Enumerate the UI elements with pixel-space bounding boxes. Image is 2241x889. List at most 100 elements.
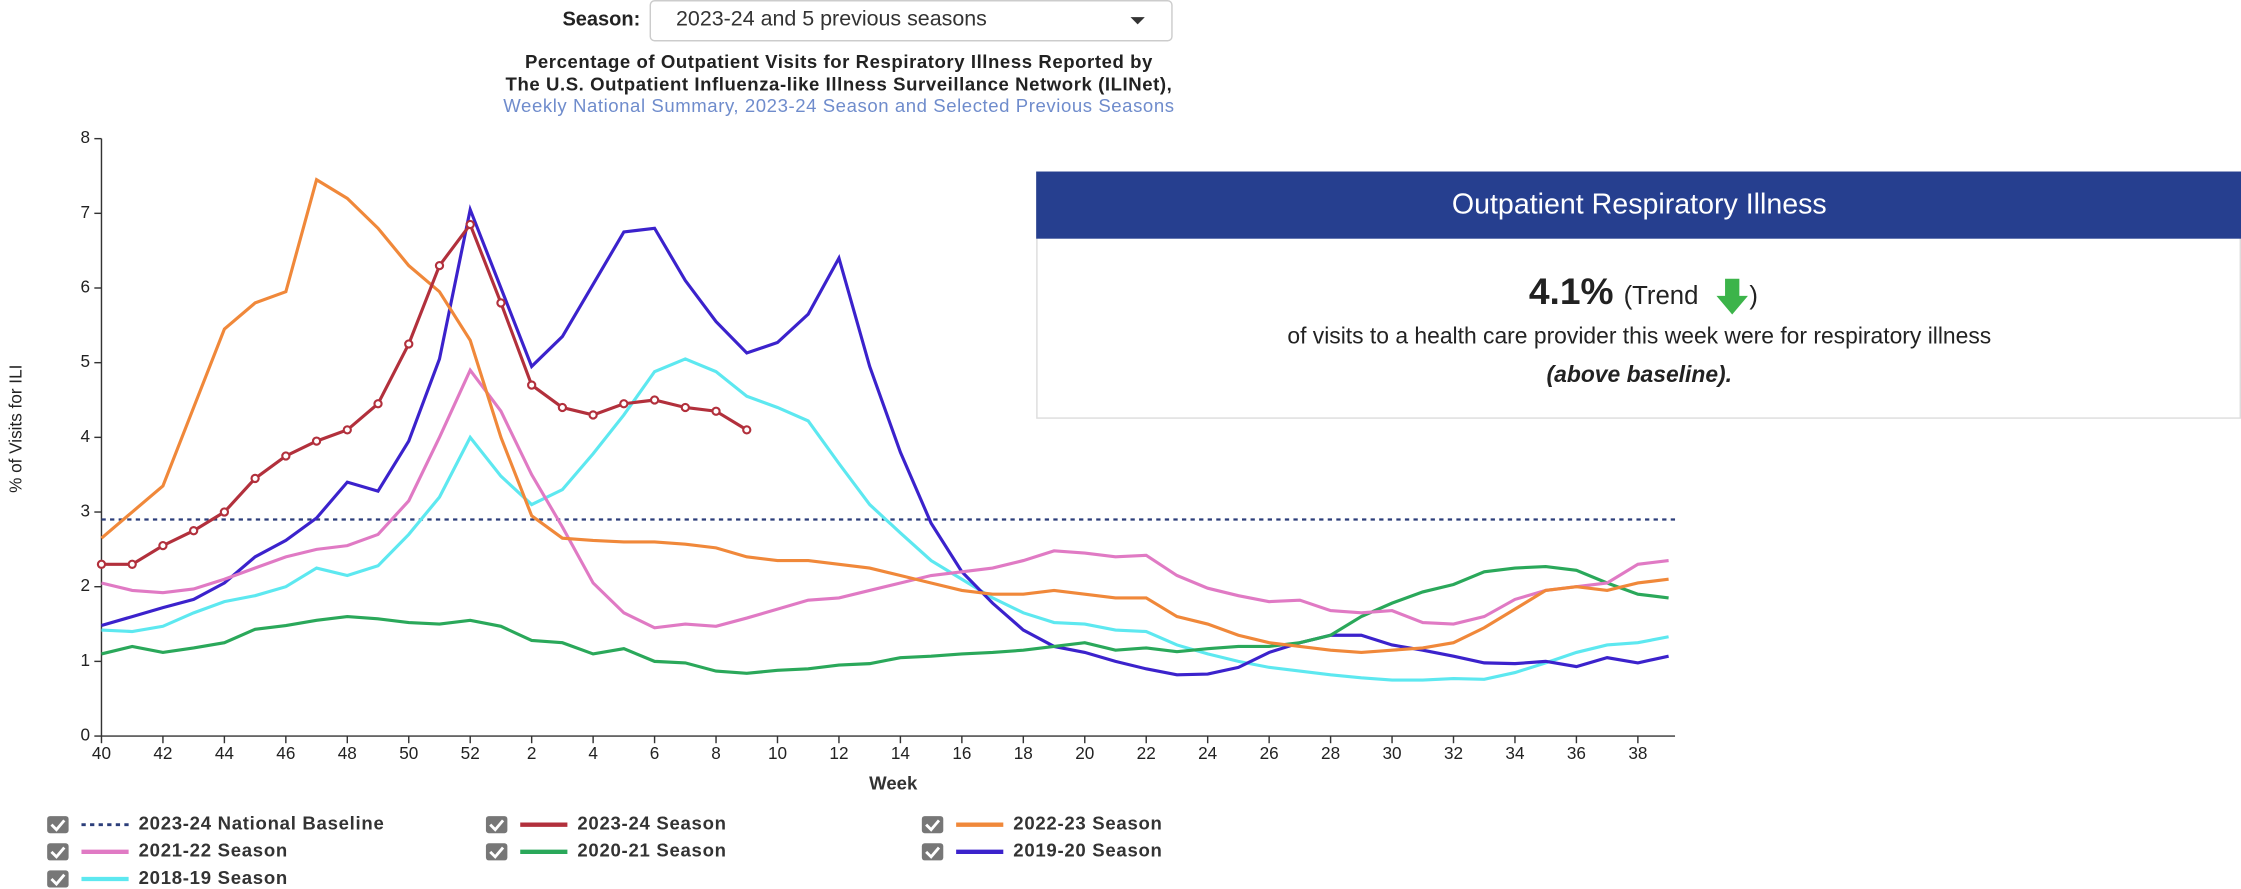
point	[434, 260, 445, 271]
point	[404, 339, 414, 349]
point	[158, 540, 168, 551]
y-tick-label: 1	[80, 650, 90, 670]
y-tick-label: 5	[80, 351, 90, 371]
x-tick-label: 26	[1260, 743, 1279, 763]
x-tick-label: 34	[1505, 743, 1525, 763]
y-tick-label: 0	[80, 725, 90, 745]
x-axis-label: Week	[869, 773, 918, 794]
series-line	[101, 221, 748, 566]
point	[557, 402, 568, 413]
point	[96, 559, 107, 569]
point	[219, 507, 230, 517]
x-tick-label: 46	[276, 743, 295, 763]
legend-checkbox[interactable]	[921, 816, 944, 834]
legend-label[interactable]: 2023-24 Season	[577, 813, 726, 834]
legend-check	[925, 819, 941, 832]
point	[711, 406, 721, 416]
season-dropdown[interactable]	[649, 0, 1173, 42]
y-tick-label: 4	[80, 426, 90, 446]
legend-checkbox[interactable]	[47, 843, 69, 861]
x-tick-label: 38	[1628, 743, 1647, 763]
point	[342, 425, 352, 435]
point	[465, 219, 475, 230]
legend-label[interactable]: 2023-24 National Baseline	[139, 813, 385, 834]
series-line	[101, 367, 1669, 630]
y-axis-label: % of Visits for ILI	[6, 365, 26, 493]
info-description: of visits to a health care provider this…	[1287, 322, 1991, 348]
point	[649, 395, 660, 405]
x-tick-label: 24	[1198, 743, 1218, 763]
info-value: 4.1%	[1529, 270, 1614, 312]
point	[311, 436, 322, 446]
point	[127, 559, 137, 569]
x-tick-label: 16	[952, 743, 971, 763]
point	[742, 425, 752, 435]
trend-open: (Trend	[1624, 282, 1699, 310]
point	[496, 298, 506, 308]
y-tick-label: 7	[80, 202, 90, 222]
chart-subtitle: Weekly National Summary, 2023-24 Season …	[503, 95, 1174, 116]
chart-title-line2: The U.S. Outpatient Influenza-like Illne…	[506, 74, 1173, 95]
x-tick-label: 20	[1075, 743, 1094, 763]
x-tick-label: 28	[1321, 743, 1340, 763]
point	[527, 380, 537, 390]
y-tick-label: 3	[80, 501, 90, 521]
series-line	[101, 564, 1669, 675]
legend-checkbox[interactable]	[485, 816, 508, 834]
point	[281, 451, 291, 461]
x-tick-label: 4	[588, 743, 598, 763]
info-status: (above baseline).	[1547, 361, 1732, 387]
x-tick-label: 32	[1444, 743, 1463, 763]
x-tick-label: 14	[891, 743, 911, 763]
x-tick-label: 10	[768, 743, 787, 763]
series-line	[101, 357, 1669, 682]
legend-check	[925, 846, 941, 859]
legend-checkbox[interactable]	[47, 870, 69, 888]
x-tick-label: 40	[92, 743, 111, 763]
legend-check	[50, 819, 66, 832]
trend-arrow	[1716, 278, 1748, 315]
y-tick-label: 8	[80, 127, 90, 147]
legend-check	[489, 846, 505, 859]
legend-label[interactable]: 2019-20 Season	[1013, 840, 1162, 861]
chart-title: Percentage of Outpatient Visits for Resp…	[525, 51, 1153, 72]
legend-checkbox[interactable]	[47, 816, 69, 834]
legend-checkbox[interactable]	[485, 843, 508, 861]
x-tick-label: 2	[527, 743, 537, 763]
x-tick-label: 18	[1014, 743, 1033, 763]
legend-label[interactable]: 2018-19 Season	[139, 867, 288, 888]
info-header: Outpatient Respiratory Illness	[1452, 188, 1827, 220]
legend-label[interactable]: 2021-22 Season	[139, 840, 288, 861]
x-tick-label: 52	[461, 743, 480, 763]
legend-check	[489, 819, 505, 832]
x-tick-label: 36	[1567, 743, 1586, 763]
trend-close: )	[1749, 282, 1758, 310]
info-header-bg	[1036, 171, 2241, 239]
point	[373, 399, 383, 409]
legend-checkbox[interactable]	[921, 843, 944, 861]
season-label: Season:	[562, 8, 640, 30]
season-value[interactable]: 2023-24 and 5 previous seasons	[676, 7, 987, 31]
x-tick-label: 44	[215, 743, 235, 763]
legend-label[interactable]: 2020-21 Season	[577, 840, 726, 861]
x-tick-label: 30	[1383, 743, 1402, 763]
x-tick-label: 12	[829, 743, 848, 763]
point	[250, 473, 260, 484]
x-tick-label: 22	[1137, 743, 1156, 763]
x-tick-label: 48	[338, 743, 357, 763]
dropdown-caret	[1130, 17, 1145, 25]
legend-check	[50, 846, 66, 859]
x-tick-label: 42	[153, 743, 172, 763]
series-line	[100, 177, 1669, 654]
point	[619, 399, 629, 409]
x-tick-label: 8	[711, 743, 721, 763]
point	[588, 410, 598, 420]
y-tick-label: 2	[80, 575, 90, 595]
legend-label[interactable]: 2022-23 Season	[1013, 813, 1162, 834]
x-tick-label: 50	[399, 743, 418, 763]
y-tick-label: 6	[80, 277, 90, 297]
point	[189, 526, 199, 536]
x-tick-label: 6	[650, 743, 660, 763]
legend-check	[50, 873, 66, 887]
